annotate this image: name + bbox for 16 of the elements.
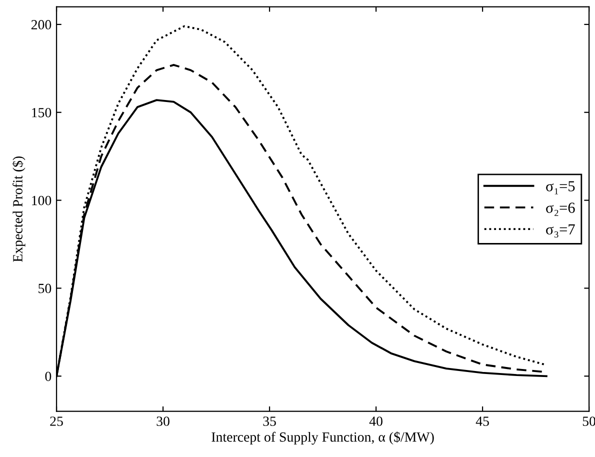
y-tick-label: 200 (31, 20, 52, 30)
legend-label: σ₁=5 (546, 181, 575, 194)
x-tick-label: 40 (369, 416, 382, 426)
legend-label: σ₃=7 (546, 224, 575, 238)
x-tick-label: 25 (50, 416, 63, 426)
y-axis-title: Expected Profit ($) (12, 156, 26, 262)
y-tick-label: 50 (38, 284, 52, 294)
x-tick-label: 30 (156, 416, 170, 426)
x-tick-label: 35 (263, 416, 276, 426)
y-tick-label: 0 (45, 372, 52, 382)
y-tick-label: 150 (32, 108, 52, 118)
legend-label: σ₂=6 (546, 202, 575, 216)
x-axis-title: Intercept of Supply Function, α ($/MW) (212, 432, 434, 445)
x-tick-label: 45 (476, 416, 489, 426)
y-tick-label: 100 (32, 196, 52, 206)
x-tick-label: 50 (582, 416, 595, 426)
